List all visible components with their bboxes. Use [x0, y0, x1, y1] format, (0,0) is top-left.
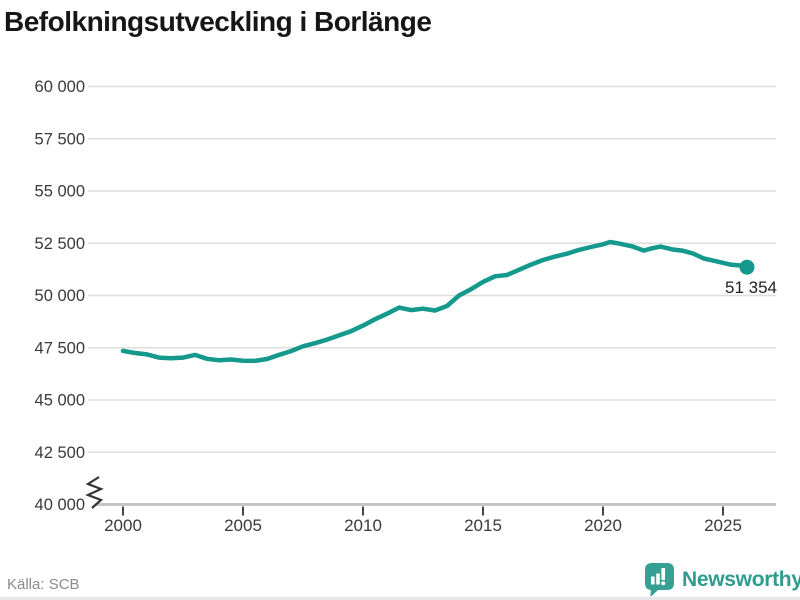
- y-axis-label: 42 500: [35, 444, 85, 462]
- source-note: Källa: SCB: [7, 576, 80, 593]
- x-axis-label: 2025: [704, 516, 742, 535]
- bottom-divider: [0, 597, 800, 600]
- brand-name: Newsworthy: [682, 568, 800, 591]
- y-axis-label: 57 500: [35, 130, 85, 148]
- y-axis-label: 47 500: [35, 339, 85, 357]
- x-axis-label: 2020: [584, 516, 622, 535]
- newsworthy-logo-icon: [645, 563, 674, 597]
- y-axis-label: 40 000: [35, 496, 85, 514]
- y-axis-label: 50 000: [35, 287, 85, 305]
- end-point-marker: [739, 259, 755, 275]
- end-value-label: 51 354: [725, 278, 777, 297]
- chart-title: Befolkningsutveckling i Borlänge: [4, 6, 432, 37]
- population-line: [120, 239, 750, 364]
- newsworthy-brand: Newsworthy: [644, 562, 800, 598]
- x-axis-label: 2015: [464, 516, 502, 535]
- x-axis-label: 2010: [344, 516, 382, 535]
- y-axis-label: 55 000: [35, 183, 85, 201]
- y-axis-break-icon: [85, 476, 104, 509]
- x-axis-label: 2005: [224, 516, 262, 535]
- x-axis-label: 2000: [104, 516, 142, 535]
- y-axis-label: 45 000: [35, 392, 85, 410]
- y-axis-label: 52 500: [35, 235, 85, 253]
- y-axis-label: 60 000: [35, 78, 85, 96]
